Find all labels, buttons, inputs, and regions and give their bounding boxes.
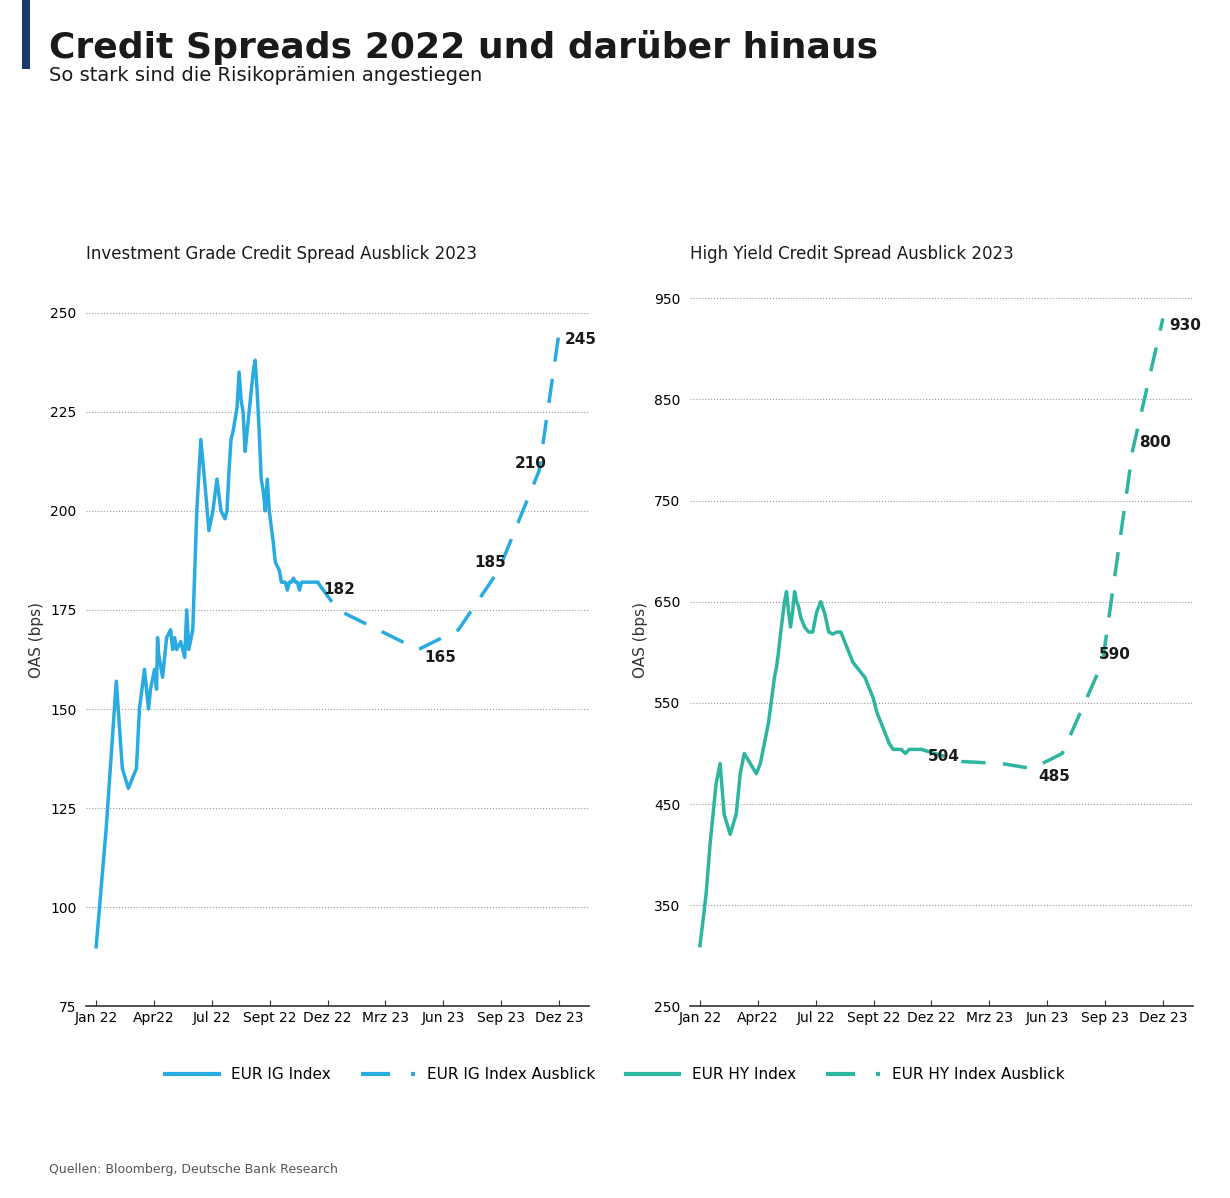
Text: 182: 182 [323,582,355,597]
Text: High Yield Credit Spread Ausblick 2023: High Yield Credit Spread Ausblick 2023 [690,246,1014,264]
Y-axis label: OAS (bps): OAS (bps) [30,601,44,678]
Text: Credit Spreads 2022 und darüber hinaus: Credit Spreads 2022 und darüber hinaus [49,30,878,65]
Text: So stark sind die Risikoprämien angestiegen: So stark sind die Risikoprämien angestie… [49,66,482,85]
Text: 800: 800 [1139,435,1171,450]
Text: 245: 245 [565,332,597,347]
Y-axis label: OAS (bps): OAS (bps) [633,601,648,678]
Text: Quellen: Bloomberg, Deutsche Bank Research: Quellen: Bloomberg, Deutsche Bank Resear… [49,1163,338,1176]
Text: 930: 930 [1168,319,1200,333]
Text: 165: 165 [424,649,456,665]
Text: 590: 590 [1098,647,1130,662]
Text: Investment Grade Credit Spread Ausblick 2023: Investment Grade Credit Spread Ausblick … [86,246,477,264]
Text: 504: 504 [927,750,959,764]
Legend: EUR IG Index, EUR IG Index Ausblick, EUR HY Index, EUR HY Index Ausblick: EUR IG Index, EUR IG Index Ausblick, EUR… [160,1061,1070,1089]
Text: 485: 485 [1038,769,1070,783]
Text: 210: 210 [515,456,546,471]
Text: 185: 185 [475,555,507,570]
